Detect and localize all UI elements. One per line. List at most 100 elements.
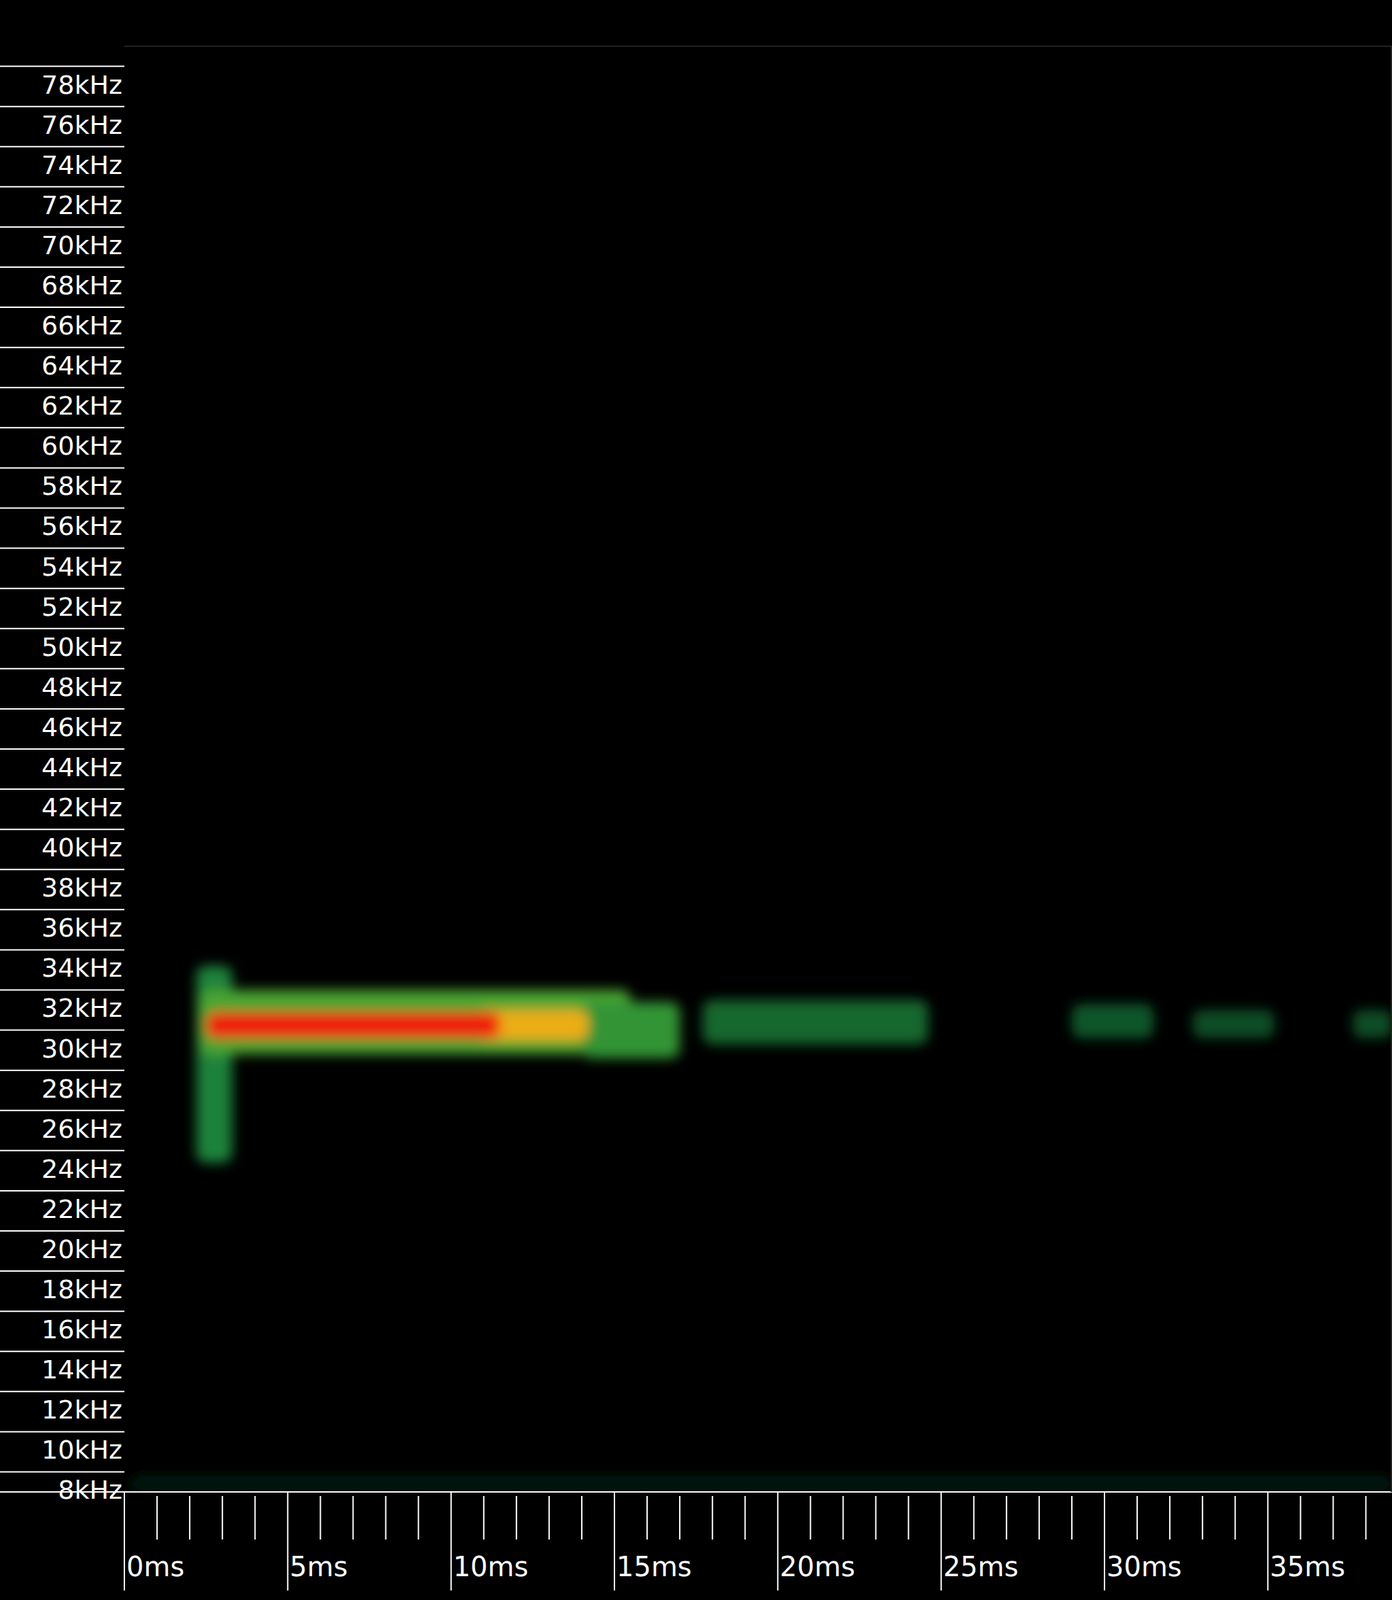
y-tick-label: 62kHz (41, 390, 123, 421)
x-minor-tick (1234, 1495, 1236, 1540)
x-minor-tick (744, 1495, 746, 1540)
x-axis-line (124, 1491, 1392, 1493)
x-tick (1266, 1491, 1269, 1591)
y-tick-label: 74kHz (41, 150, 123, 181)
y-tick (0, 788, 125, 790)
y-tick-label: 26kHz (41, 1114, 123, 1144)
y-tick (0, 1109, 125, 1112)
plot-area (131, 965, 1392, 1492)
x-tick-label: 35ms (1269, 1551, 1346, 1583)
y-tick-label: 38kHz (41, 872, 123, 903)
x-minor-tick (1005, 1495, 1008, 1540)
y-tick-label: 70kHz (41, 230, 123, 261)
y-tick (0, 306, 125, 308)
y-tick (0, 668, 125, 670)
y-tick-label: 18kHz (41, 1274, 123, 1305)
y-tick (0, 1230, 125, 1232)
y-tick-label: 54kHz (41, 551, 123, 582)
y-tick (0, 587, 125, 590)
spectrogram-cell (199, 989, 631, 1055)
y-tick-label: 60kHz (41, 430, 123, 461)
y-tick-label: 68kHz (41, 270, 123, 301)
spectrogram-chart: 8kHz10kHz12kHz14kHz16kHz18kHz20kHz22kHz2… (0, 0, 1392, 1600)
x-minor-tick (515, 1495, 518, 1540)
y-tick (0, 1069, 125, 1072)
x-tick (940, 1491, 943, 1591)
x-minor-tick (319, 1495, 321, 1540)
x-minor-tick (646, 1495, 648, 1540)
x-minor-tick (221, 1495, 223, 1540)
spectrogram-cell (1352, 1010, 1392, 1038)
y-tick-label: 44kHz (41, 752, 123, 783)
y-tick-label: 58kHz (41, 471, 123, 501)
y-tick (0, 1029, 125, 1032)
x-tick (613, 1491, 616, 1591)
y-tick (0, 1430, 125, 1433)
x-minor-tick (483, 1495, 485, 1540)
y-tick (0, 186, 125, 188)
y-tick (0, 547, 125, 550)
y-tick-label: 12kHz (41, 1394, 123, 1425)
y-tick (0, 466, 125, 469)
x-minor-tick (679, 1495, 681, 1540)
y-tick (0, 65, 125, 68)
y-tick (0, 1190, 125, 1192)
y-tick (0, 266, 125, 268)
y-tick (0, 507, 125, 509)
y-tick-label: 72kHz (41, 190, 123, 221)
spectrogram-cell (205, 1012, 501, 1038)
x-axis: 0ms5ms10ms15ms20ms25ms30ms35ms (0, 1491, 1392, 1591)
y-axis: 8kHz10kHz12kHz14kHz16kHz18kHz20kHz22kHz2… (0, 66, 125, 1506)
x-minor-tick (842, 1495, 844, 1540)
x-minor-tick (1332, 1495, 1334, 1540)
y-tick (0, 948, 125, 951)
y-tick (0, 1270, 125, 1272)
x-minor-tick (1365, 1495, 1367, 1540)
y-tick-label: 30kHz (41, 1033, 123, 1064)
y-tick (0, 226, 125, 228)
y-tick (0, 988, 125, 991)
y-tick (0, 868, 125, 870)
y-tick-label: 40kHz (41, 832, 123, 863)
background (0, 0, 1392, 1600)
y-tick (0, 346, 125, 348)
y-tick (0, 1350, 125, 1352)
x-minor-tick (973, 1495, 975, 1540)
x-tick-label: 25ms (943, 1551, 1019, 1583)
plot-top-edge (124, 45, 1392, 47)
x-tick (776, 1491, 779, 1591)
y-tick-label: 56kHz (41, 511, 123, 542)
spectrogram-cell (581, 1001, 680, 1059)
x-tick (450, 1491, 452, 1591)
y-tick-label: 64kHz (41, 350, 123, 381)
y-tick-label: 20kHz (41, 1234, 123, 1265)
y-tick (0, 106, 125, 108)
y-tick-label: 36kHz (41, 912, 123, 943)
y-tick (0, 1150, 125, 1152)
y-tick-label: 14kHz (41, 1354, 123, 1385)
spectrogram-cell (131, 1475, 1392, 1492)
y-tick-label: 28kHz (41, 1073, 123, 1104)
y-tick-label: 34kHz (41, 952, 123, 983)
x-minor-tick (1201, 1495, 1204, 1540)
x-minor-tick (1038, 1495, 1040, 1540)
y-tick (0, 1310, 125, 1312)
x-tick-label: 5ms (289, 1551, 348, 1583)
x-tick (286, 1491, 289, 1591)
y-tick-label: 32kHz (41, 993, 123, 1023)
y-tick (0, 908, 125, 911)
x-minor-tick (352, 1495, 354, 1540)
x-minor-tick (548, 1495, 550, 1540)
x-tick-label: 10ms (453, 1551, 529, 1583)
y-tick (0, 628, 125, 630)
y-tick-label: 52kHz (41, 592, 123, 622)
x-minor-tick (188, 1495, 191, 1540)
y-tick-label: 78kHz (41, 70, 123, 100)
y-tick-label: 24kHz (41, 1154, 123, 1185)
y-tick (0, 386, 125, 389)
y-tick (0, 146, 125, 148)
x-minor-tick (809, 1495, 811, 1540)
x-minor-tick (711, 1495, 713, 1540)
y-tick-label: 66kHz (41, 310, 123, 341)
y-tick (0, 426, 125, 429)
